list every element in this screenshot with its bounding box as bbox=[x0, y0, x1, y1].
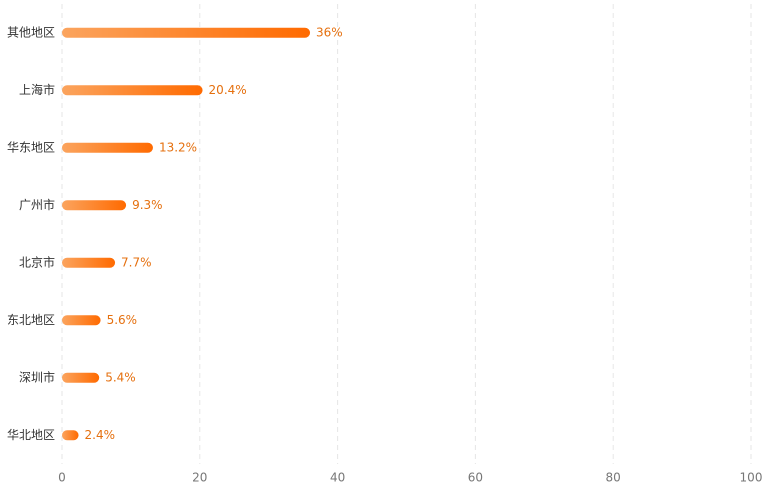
value-label: 13.2% bbox=[159, 140, 197, 154]
bar bbox=[62, 200, 127, 211]
value-label: 9.3% bbox=[132, 198, 163, 212]
y-tick-label: 东北地区 bbox=[7, 313, 55, 327]
y-tick-label: 深圳市 bbox=[19, 369, 55, 384]
y-tick-label: 华北地区 bbox=[7, 428, 55, 442]
bar bbox=[62, 430, 79, 441]
value-label: 5.4% bbox=[105, 370, 135, 384]
value-label: 5.6% bbox=[107, 313, 138, 327]
y-tick-label: 上海市 bbox=[19, 82, 55, 97]
value-label: 2.4% bbox=[85, 428, 116, 442]
value-label: 20.4% bbox=[209, 83, 247, 97]
y-tick-label: 华东地区 bbox=[7, 140, 55, 154]
value-label: 36% bbox=[316, 25, 343, 39]
bar bbox=[62, 85, 203, 96]
value-label: 7.7% bbox=[121, 255, 152, 269]
bar bbox=[62, 142, 153, 153]
x-tick-label: 40 bbox=[330, 471, 345, 485]
bar bbox=[62, 27, 311, 38]
y-tick-label: 其他地区 bbox=[7, 25, 55, 39]
bar bbox=[62, 315, 101, 326]
y-tick-label: 广州市 bbox=[19, 197, 55, 212]
x-tick-label: 100 bbox=[740, 471, 763, 485]
x-tick-label: 80 bbox=[606, 471, 621, 485]
bar bbox=[62, 372, 100, 383]
x-tick-label: 0 bbox=[58, 471, 66, 485]
x-tick-label: 20 bbox=[192, 471, 207, 485]
y-tick-label: 北京市 bbox=[19, 254, 55, 269]
x-tick-label: 60 bbox=[468, 471, 483, 485]
bar bbox=[62, 257, 116, 268]
